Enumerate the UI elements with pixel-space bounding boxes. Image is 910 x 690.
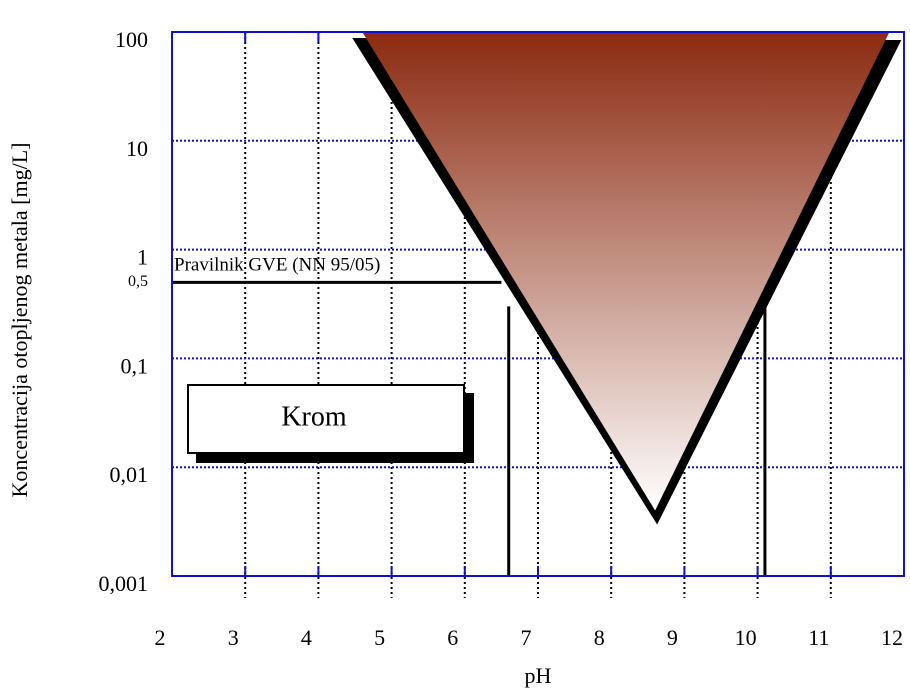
x-tick-label: 3 [228,625,239,650]
y-tick-label: 0,1 [121,353,149,378]
region [362,32,890,511]
y-tick-label: 10 [126,136,148,161]
annotation: Krom [281,401,347,432]
x-tick-label: 2 [155,625,166,650]
y-tick-label: 0,001 [99,571,149,596]
x-tick-label: 12 [881,625,903,650]
limit-text: Pravilnik GVE (NN 95/05) [174,255,380,276]
y-tick-label: 0,01 [110,462,149,487]
plot-area: 2 3 4 5 6 7 8 9 10 11 12 100 10 1 0,1 0,01 0,001 0,5 Pravi… [99,27,905,650]
axis-frame [171,31,905,577]
x-tick-label: 7 [521,625,532,650]
label-box [187,384,465,454]
x-tick-label: 6 [447,625,458,650]
limit-label: 0,5 [128,273,148,290]
x-tick-label: 10 [735,625,757,650]
x-tick-label: 4 [301,625,312,650]
y-axis-label: Koncentracija otopljenog metala [mg/L] [7,143,32,498]
x-tick-label: 5 [374,625,385,650]
x-tick-label: 8 [594,625,605,650]
y-tick-label: 100 [115,27,148,52]
y-tick-label: 1 [137,245,148,270]
x-axis-label: pH [525,663,552,688]
x-tick-label: 9 [667,625,678,650]
x-tick-label: 11 [808,625,829,650]
